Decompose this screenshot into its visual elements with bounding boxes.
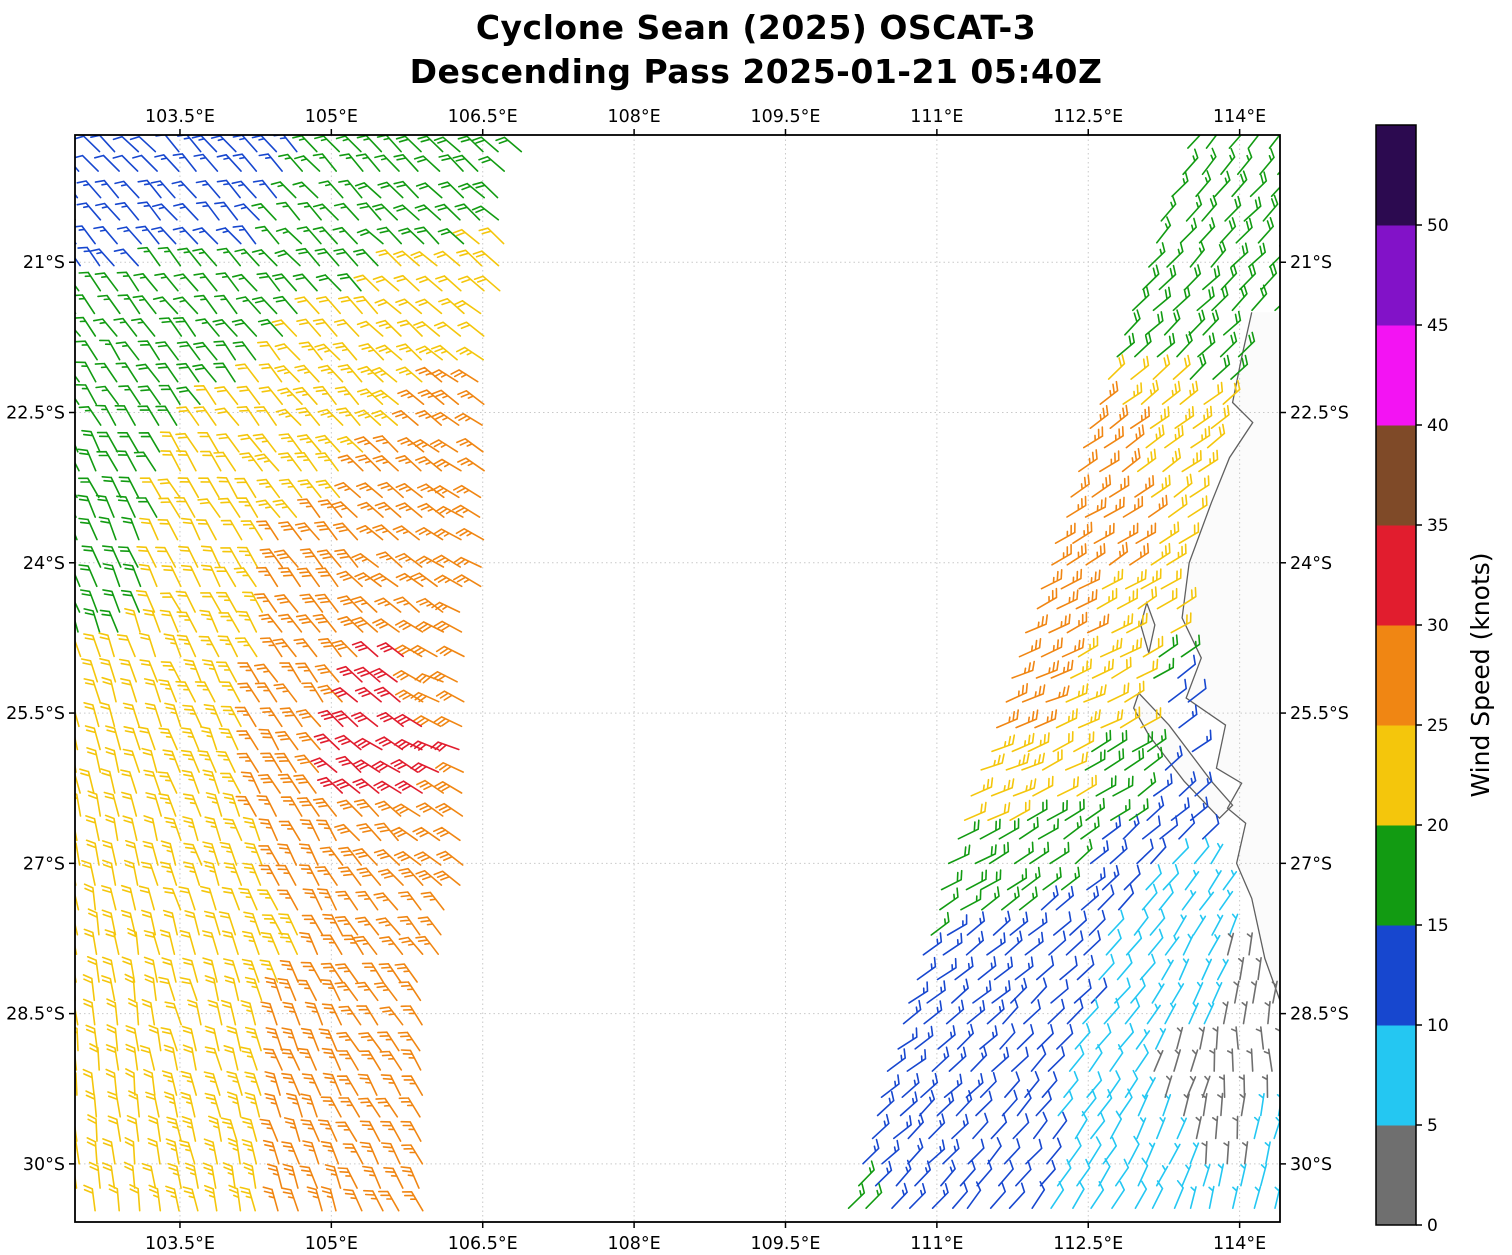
chart-title-line2: Descending Pass 2025-01-21 05:40Z bbox=[409, 52, 1103, 91]
x-tick-label-bottom: 111°E bbox=[910, 1234, 963, 1254]
map-area bbox=[75, 135, 1280, 1222]
colorbar-band-15-20 bbox=[1376, 825, 1416, 926]
colorbar-tick-label: 40 bbox=[1427, 416, 1449, 436]
colorbar-band-25-30 bbox=[1376, 625, 1416, 726]
x-tick-label-top: 105°E bbox=[305, 107, 358, 127]
x-tick-label-top: 106.5°E bbox=[448, 107, 518, 127]
colorbar-tick-label: 35 bbox=[1427, 516, 1449, 536]
colorbar-tick-label: 30 bbox=[1427, 616, 1449, 636]
y-tick-label-right: 25.5°S bbox=[1290, 704, 1349, 724]
chart-title-line1: Cyclone Sean (2025) OSCAT-3 bbox=[475, 8, 1037, 47]
colorbar-band-50-55 bbox=[1376, 125, 1416, 226]
wind-barbs-129b12 bbox=[75, 135, 1280, 1209]
colorbar-tick-label: 5 bbox=[1427, 1116, 1438, 1136]
x-tick-label-top: 114°E bbox=[1213, 107, 1266, 127]
island-1 bbox=[1140, 600, 1156, 654]
x-tick-label-bottom: 103.5°E bbox=[145, 1234, 215, 1254]
colorbar-tick-label: 50 bbox=[1427, 216, 1449, 236]
colorbar-band-20-25 bbox=[1376, 725, 1416, 826]
land-mainland bbox=[1182, 312, 1280, 1001]
colorbar-tick-label: 45 bbox=[1427, 316, 1449, 336]
y-tick-label-left: 27°S bbox=[23, 854, 65, 874]
colorbar-tick-label: 10 bbox=[1427, 1016, 1449, 1036]
y-tick-label-left: 28.5°S bbox=[6, 1005, 65, 1025]
x-tick-label-bottom: 106.5°E bbox=[448, 1234, 518, 1254]
x-tick-label-bottom: 112.5°E bbox=[1053, 1234, 1123, 1254]
y-tick-label-left: 21°S bbox=[23, 253, 65, 273]
coastline bbox=[1181, 312, 1280, 1003]
y-tick-label-right: 24°S bbox=[1290, 554, 1332, 574]
x-tick-label-bottom: 114°E bbox=[1213, 1234, 1266, 1254]
wind-barbs-f4c60c bbox=[75, 227, 1241, 1212]
x-tick-label-bottom: 109.5°E bbox=[751, 1234, 821, 1254]
wind-barbs-24c7f2 bbox=[1050, 837, 1280, 1209]
colorbar-tick-label: 25 bbox=[1427, 716, 1449, 736]
wind-barbs-6f6f6f bbox=[1153, 932, 1280, 1165]
y-tick-label-left: 25.5°S bbox=[6, 704, 65, 724]
y-tick-label-right: 30°S bbox=[1290, 1155, 1332, 1175]
x-tick-label-top: 112.5°E bbox=[1053, 107, 1123, 127]
colorbar-band-10-15 bbox=[1376, 925, 1416, 1026]
x-tick-label-top: 109.5°E bbox=[751, 107, 821, 127]
y-tick-label-right: 22.5°S bbox=[1290, 404, 1349, 424]
x-tick-label-top: 111°E bbox=[910, 107, 963, 127]
colorbar-tick-label: 20 bbox=[1427, 816, 1449, 836]
y-tick-label-right: 28.5°S bbox=[1290, 1005, 1349, 1025]
y-tick-label-left: 24°S bbox=[23, 554, 65, 574]
wind-barbs-e11d2e bbox=[310, 641, 460, 794]
colorbar-band-5-10 bbox=[1376, 1025, 1416, 1126]
colorbar-band-40-45 bbox=[1376, 325, 1416, 426]
colorbar-tick-label: 0 bbox=[1427, 1216, 1438, 1236]
y-tick-label-right: 27°S bbox=[1290, 854, 1332, 874]
x-tick-label-bottom: 108°E bbox=[607, 1234, 660, 1254]
axes-frame bbox=[74, 134, 1281, 1223]
x-tick-label-top: 103.5°E bbox=[145, 107, 215, 127]
colorbar-tick-label: 15 bbox=[1427, 916, 1449, 936]
colorbar-band-0-5 bbox=[1376, 1125, 1416, 1226]
wind-barbs-1747cf bbox=[75, 135, 1220, 1209]
x-tick-label-bottom: 105°E bbox=[305, 1234, 358, 1254]
y-tick-label-left: 30°S bbox=[23, 1155, 65, 1175]
colorbar-band-30-35 bbox=[1376, 525, 1416, 626]
colorbar-frame bbox=[1375, 124, 1417, 1226]
y-tick-label-right: 21°S bbox=[1290, 253, 1332, 273]
x-tick-label-top: 108°E bbox=[607, 107, 660, 127]
colorbar-axis-label: Wind Speed (knots) bbox=[1466, 552, 1495, 797]
colorbar-band-35-40 bbox=[1376, 425, 1416, 526]
colorbar-band-45-50 bbox=[1376, 225, 1416, 326]
y-tick-label-left: 22.5°S bbox=[6, 404, 65, 424]
